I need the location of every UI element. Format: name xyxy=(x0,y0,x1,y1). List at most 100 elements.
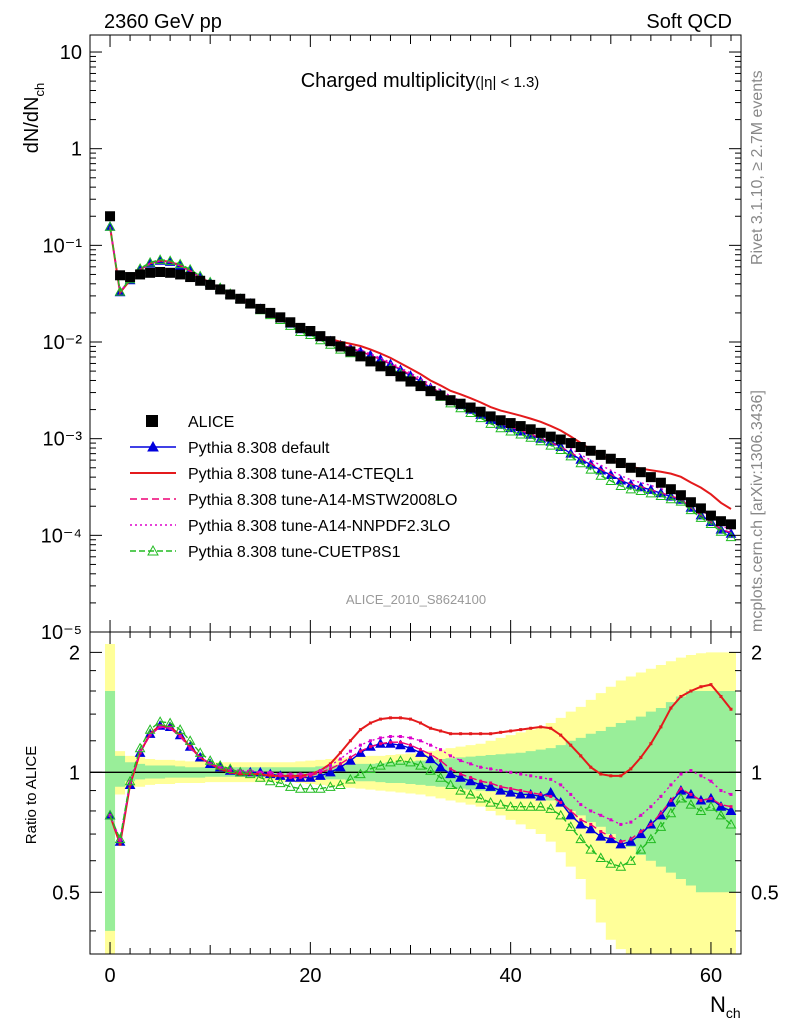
data-point xyxy=(155,267,166,278)
ratio-point-mstw xyxy=(549,794,553,798)
ratio-point-nnpdf xyxy=(719,789,723,793)
ratio-tick-label-left: 1 xyxy=(69,762,80,784)
ratio-point-mstw xyxy=(388,740,392,744)
ratio-point-cteql1 xyxy=(649,742,653,746)
ratio-point-nnpdf xyxy=(439,748,443,752)
ratio-point-nnpdf xyxy=(328,764,332,768)
ratio-point-nnpdf xyxy=(489,767,493,771)
ratio-point-nnpdf xyxy=(198,755,202,759)
ratio-band-outer xyxy=(105,643,736,954)
ratio-point-cuetp8s1 xyxy=(675,792,687,803)
data-point xyxy=(425,386,436,397)
ratio-point-default xyxy=(475,779,486,789)
ratio-point-nnpdf xyxy=(148,732,152,736)
ratio-point-mstw xyxy=(368,745,372,749)
ratio-point-cteql1 xyxy=(348,739,352,743)
ratio-point-cuetp8s1 xyxy=(465,788,476,799)
y-tick-label: 10 xyxy=(60,42,82,64)
ratio-point-cuetp8s1 xyxy=(194,747,206,757)
series-point-cuetp8s1 xyxy=(525,432,537,442)
ratio-plot-panel: 0 20 40 60 2 2 1 1 0.5 0.5 xyxy=(52,631,779,987)
ratio-point-default xyxy=(435,761,446,772)
ratio-plot-frame xyxy=(89,631,742,955)
x-tick-label: 60 xyxy=(700,965,722,987)
series-point-cuetp8s1 xyxy=(605,475,617,485)
ratio-point-cuetp8s1 xyxy=(475,792,486,803)
legend-marker-default xyxy=(147,440,159,452)
ratio-point-mstw xyxy=(459,772,463,776)
ratio-point-cuetp8s1 xyxy=(455,785,466,795)
y-tick-label: 1 xyxy=(71,139,82,161)
ratio-point-cuetp8s1 xyxy=(405,756,416,767)
ratio-point-cteql1 xyxy=(619,774,623,778)
data-point xyxy=(555,434,566,445)
ratio-point-nnpdf xyxy=(649,805,653,809)
x-tick-label: 0 xyxy=(104,965,115,987)
ratio-tick-label-right: 1 xyxy=(751,762,762,784)
main-plot-frame xyxy=(89,34,742,633)
data-point xyxy=(535,427,546,438)
ratio-point-cuetp8s1 xyxy=(595,852,607,862)
header-left-label: 2360 GeV pp xyxy=(104,11,222,33)
data-point xyxy=(115,270,126,281)
data-point xyxy=(595,449,606,460)
series-point-cuetp8s1 xyxy=(705,518,717,529)
ratio-point-default xyxy=(395,739,406,750)
ratio-point-mstw xyxy=(238,770,242,774)
ratio-point-nnpdf xyxy=(689,769,693,773)
ratio-point-cteql1 xyxy=(659,725,663,729)
data-point xyxy=(495,415,506,426)
ratio-point-cuetp8s1 xyxy=(124,775,136,786)
ratio-point-cuetp8s1 xyxy=(425,765,436,775)
ratio-point-mstw xyxy=(669,798,673,802)
ratio-point-cuetp8s1 xyxy=(244,768,256,779)
series-point-cuetp8s1 xyxy=(154,254,166,264)
ratio-point-cuetp8s1 xyxy=(445,779,456,789)
series-point-cuetp8s1 xyxy=(665,493,677,504)
data-point xyxy=(445,395,456,406)
ratio-point-mstw xyxy=(539,792,543,796)
data-point xyxy=(695,503,706,514)
ratio-point-mstw xyxy=(469,776,473,780)
data-point xyxy=(625,462,636,473)
ratio-point-default xyxy=(525,788,537,799)
ratio-point-mstw xyxy=(408,743,412,747)
ratio-point-default xyxy=(665,796,677,807)
ratio-point-cteql1 xyxy=(419,721,423,725)
ratio-point-nnpdf xyxy=(479,765,483,769)
ratio-point-nnpdf xyxy=(469,762,473,766)
ratio-point-nnpdf xyxy=(589,809,593,813)
ratio-point-cteql1 xyxy=(559,733,563,737)
series-point-cuetp8s1 xyxy=(575,457,587,468)
data-point xyxy=(345,346,356,357)
y-axis-label-main: dN/dN xyxy=(21,97,43,154)
ratio-line-nnpdf xyxy=(109,726,732,842)
ratio-point-cteql1 xyxy=(298,774,302,778)
ratio-point-default xyxy=(535,790,547,801)
ratio-point-default xyxy=(465,775,476,786)
series-point-cuetp8s1 xyxy=(635,485,647,496)
ratio-point-cuetp8s1 xyxy=(174,724,186,734)
ratio-point-cteql1 xyxy=(689,689,693,693)
ratio-point-nnpdf xyxy=(368,739,372,743)
ratio-point-nnpdf xyxy=(378,736,382,740)
ratio-point-default xyxy=(405,742,416,753)
ratio-point-cteql1 xyxy=(669,706,673,710)
series-point-cuetp8s1 xyxy=(174,258,186,269)
ratio-point-cuetp8s1 xyxy=(214,760,226,770)
data-point xyxy=(315,331,326,342)
ratio-point-cteql1 xyxy=(639,755,643,759)
ratio-tick-label-left: 0.5 xyxy=(52,882,80,904)
series-point-cuetp8s1 xyxy=(565,450,577,461)
ratio-point-mstw xyxy=(479,779,483,783)
ratio-point-cteql1 xyxy=(288,774,292,778)
ratio-point-cteql1 xyxy=(549,726,553,730)
ratio-point-nnpdf xyxy=(499,769,503,773)
data-point xyxy=(485,411,496,422)
data-point xyxy=(705,510,716,521)
ratio-point-mstw xyxy=(609,835,613,839)
data-point xyxy=(195,275,206,286)
ratio-point-cteql1 xyxy=(489,732,493,736)
analysis-watermark: ALICE_2010_S8624100 xyxy=(346,592,486,607)
ratio-point-mstw xyxy=(439,759,443,763)
